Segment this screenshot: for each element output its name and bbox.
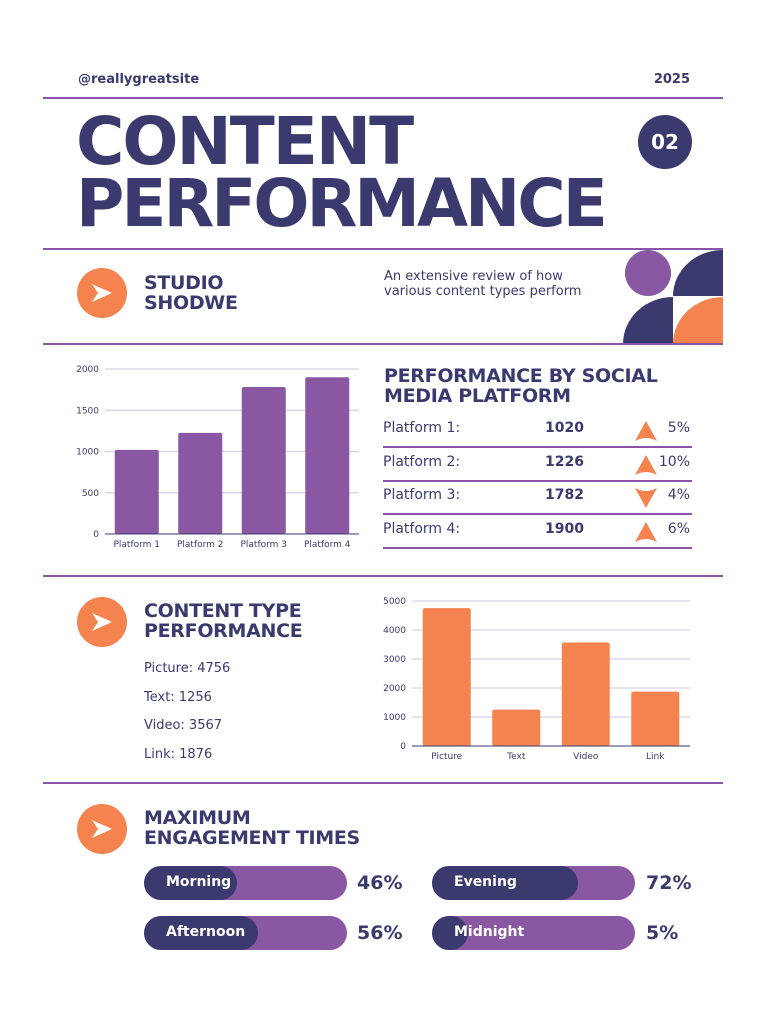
platform-value: 1900 <box>545 521 584 538</box>
chevron-right-icon <box>77 268 127 318</box>
content-type-list: Picture: 4756 Text: 1256 Video: 3567 Lin… <box>144 655 230 770</box>
platform-value: 1226 <box>545 453 584 470</box>
table-row: Platform 1: 1020 5% <box>383 414 692 448</box>
arrow-up-icon <box>635 421 657 441</box>
platform-label: Platform 3: <box>383 487 461 504</box>
engagement-percent: 56% <box>357 922 403 944</box>
change-value: 6% <box>667 521 690 538</box>
bar <box>305 377 350 534</box>
y-tick-label: 5000 <box>383 597 406 607</box>
bar-label: Afternoon <box>166 924 246 940</box>
x-tick-label: Platform 2 <box>177 540 224 550</box>
page-number: 02 <box>651 130 679 154</box>
divider <box>43 343 723 345</box>
bar <box>631 691 680 746</box>
y-tick-label: 2000 <box>383 684 406 694</box>
y-tick-label: 1500 <box>76 406 99 416</box>
year: 2025 <box>653 72 690 87</box>
navy-quarter-bottom <box>623 297 673 344</box>
decorative-shapes <box>623 250 723 344</box>
content-type-heading: CONTENT TYPE PERFORMANCE <box>144 600 303 642</box>
bar-label: Morning <box>166 874 232 890</box>
bar-fill <box>144 866 238 900</box>
engagement-heading: MAXIMUM ENGAGEMENT TIMES <box>144 807 360 849</box>
bar <box>178 432 223 534</box>
platform-bar-chart: 0 500 1000 1500 2000 Platform 1 Platform 2 Plat… <box>76 365 359 550</box>
y-tick-label: 0 <box>400 742 406 752</box>
bar <box>241 386 286 534</box>
list-item: Text: 1256 <box>144 689 212 705</box>
change-value: 5% <box>667 420 690 436</box>
divider <box>43 782 723 784</box>
platform-label: Platform 1: <box>383 420 461 436</box>
y-tick-label: 0 <box>93 530 99 540</box>
x-tick-label: Platform 3 <box>240 540 287 550</box>
site-handle: @reallygreatsite <box>78 72 200 87</box>
y-tick-label: 4000 <box>383 626 406 636</box>
x-tick-label: Platform 1 <box>113 540 160 550</box>
platform-heading: PERFORMANCE BY SOCIAL MEDIA PLATFORM <box>384 365 658 407</box>
page-title-line1: CONTENT <box>76 103 414 180</box>
y-tick-label: 2000 <box>76 365 99 375</box>
change-value: 4% <box>667 487 690 504</box>
chevron-right-icon <box>77 597 127 647</box>
platform-value: 1020 <box>545 420 584 436</box>
x-tick-label: Platform 4 <box>304 540 351 550</box>
engagement-percent: 5% <box>646 922 679 944</box>
bar <box>422 608 471 746</box>
bar-fill <box>432 916 468 950</box>
bar <box>492 709 541 746</box>
orange-quarter <box>673 297 723 344</box>
bar-fill <box>432 866 579 900</box>
engagement-bar-midnight: Midnight <box>432 916 635 950</box>
engagement-bar-afternoon: Afternoon <box>144 916 347 950</box>
list-item: Video: 3567 <box>144 718 223 734</box>
table-row: Platform 3: 1782 4% <box>383 481 692 516</box>
navy-quarter-top <box>673 250 723 296</box>
bar <box>561 642 610 746</box>
bar-label: Midnight <box>454 924 525 940</box>
table-row: Platform 2: 1226 10% <box>383 448 692 482</box>
divider <box>43 575 723 577</box>
divider <box>43 97 723 99</box>
bar <box>114 449 159 534</box>
purple-circle <box>625 250 671 296</box>
y-tick-label: 1000 <box>76 448 99 458</box>
content-type-bar-chart: 0 1000 2000 3000 4000 5000 Picture Text Video Lin… <box>383 597 690 762</box>
page-number-badge: 02 <box>638 115 692 169</box>
bar-fill <box>144 916 258 950</box>
y-tick-label: 3000 <box>383 655 406 665</box>
intro-description: An extensive review of how various conte… <box>384 269 582 299</box>
y-tick-label: 1000 <box>383 713 406 723</box>
platform-label: Platform 2: <box>383 453 461 470</box>
y-tick-label: 500 <box>82 489 99 499</box>
arrow-up-icon <box>635 522 657 543</box>
platform-value: 1782 <box>545 487 584 504</box>
divider <box>43 248 723 250</box>
chevron-right-icon <box>77 804 127 854</box>
arrow-down-icon <box>635 488 657 509</box>
x-tick-label: Text <box>506 752 526 762</box>
engagement-percent: 46% <box>357 872 403 894</box>
page-title-line2: PERFORMANCE <box>76 165 608 242</box>
engagement-percent: 72% <box>646 872 692 894</box>
engagement-bar-morning: Morning <box>144 866 347 900</box>
x-tick-label: Picture <box>431 752 462 762</box>
list-item: Picture: 4756 <box>144 661 231 676</box>
engagement-bar-evening: Evening <box>432 866 635 900</box>
platform-label: Platform 4: <box>383 521 461 538</box>
table-row: Platform 4: 1900 6% <box>383 515 692 550</box>
list-item: Link: 1876 <box>144 747 213 763</box>
arrow-up-icon <box>635 454 657 475</box>
bar-label: Evening <box>454 874 517 890</box>
x-tick-label: Link <box>646 752 665 762</box>
x-tick-label: Video <box>573 752 599 762</box>
brand-heading: STUDIO SHODWE <box>144 272 238 314</box>
change-value: 10% <box>658 453 690 470</box>
